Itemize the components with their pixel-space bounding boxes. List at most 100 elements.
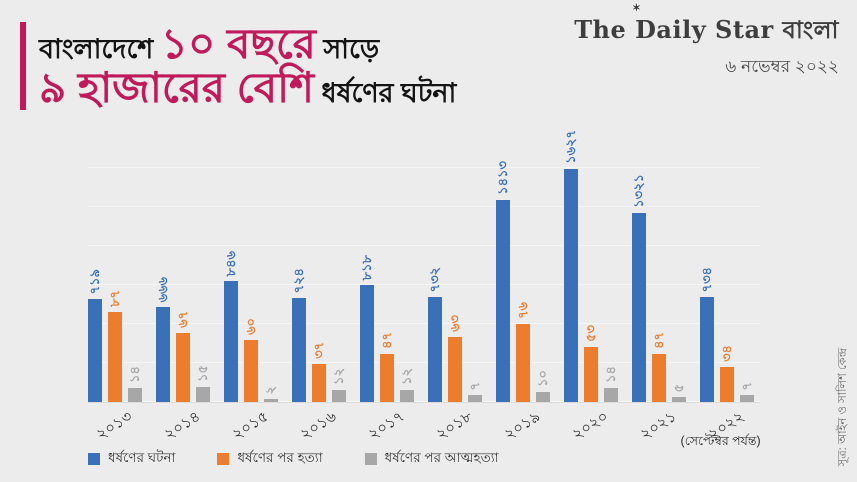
bar-cell: ২ [263,386,278,402]
bar-value-label: ৭২৪ [291,267,306,293]
x-axis-label-২০১৯: ২০১৯ [501,407,544,444]
x-axis-note: (সেপ্টেম্বর পর্যন্ত) [680,434,761,448]
bar-cell: ১৪ [127,366,142,402]
bar-value-label: ১৪ [127,366,142,383]
x-axis-label-২০১৪: ২০১৪ [161,407,204,444]
bar-২০২০-series-2 [604,388,618,402]
bar-২০১৪-series-2 [196,387,210,402]
chart-legend: ধর্ষণের ঘটনা ধর্ষণের পর হত্যা ধর্ষণের পর… [88,447,499,470]
bar-cell: ১২ [331,368,346,402]
bar-cell: ১৬২৭ [563,130,578,402]
bar-chart: ৭১৯ ৮৭ ১৪ ২০১৩ ৬৬৬ ৬৭ ১৫ ২০১৪ ৮৪৬ ৬০ ২ ২০১৫ ৭২৪ ৩৭ ১২ ২… [87,130,761,448]
bar-value-label: ৬০ [243,318,258,335]
title-text: ধর্ষণের ঘটনা [313,78,457,109]
bar-value-label: ২ [263,385,278,394]
bar-value-label: ১২ [331,368,346,385]
page-title: বাংলাদেশে ১০ বছরে সাড়ে ৯ হাজারের বেশি ধ… [20,20,456,111]
bar-২০২১-series-1 [652,354,666,402]
bar-value-label: ৪৭ [651,332,666,349]
bar-২০১৩-series-1 [108,312,122,402]
bar-value-label: ৭ [467,381,482,390]
bar-cell: ৭৩৪ [699,267,714,402]
bar-value-label: ৫ [671,383,686,392]
bar-২০১৭-series-0 [360,285,374,402]
bar-cell: ৪৭ [379,332,394,402]
bar-value-label: ৫৩ [583,325,598,342]
data-source: সূত্র: আইন ও সালিশ কেন্দ্র [837,347,849,466]
bar-cell: ১৪১৩ [495,161,510,402]
bar-২০১৩-series-2 [128,388,142,402]
bar-২০১৮-series-2 [468,395,482,402]
bar-cell: ১২ [399,368,414,402]
bar-cell: ৭৩২ [427,267,442,402]
bar-cell: ৩৪ [719,345,734,402]
x-axis-label-২০১৩: ২০১৩ [93,407,136,444]
bar-value-label: ১৪ [603,366,618,383]
title-accent-text: ৯ হাজারের বেশি [39,64,314,112]
bar-cell: ৫ [671,384,686,402]
legend-swatch-blue [88,452,100,465]
bar-value-label: ৬৩ [447,315,462,332]
bar-২০১৭-series-2 [400,390,414,402]
bar-value-label: ১০ [535,370,550,387]
bar-cell: ৭ [739,382,754,402]
legend-item-suicide-after-rape: ধর্ষণের পর আত্মহত্যা [364,447,499,470]
bar-cell: ৬০ [243,318,258,402]
bar-২০১৬-series-1 [312,364,326,402]
bar-cell: ৬৭ [175,311,190,402]
logo-suffix-text: বাংলা [773,15,839,44]
legend-item-murder-after-rape: ধর্ষণের পর হত্যা [217,447,323,470]
bar-value-label: ৭ [739,381,754,390]
bar-cell: ৮৪৬ [223,251,238,402]
bar-২০২২-series-0 [700,297,714,402]
bar-cell: ৭২৪ [291,268,306,402]
bar-value-label: ৮৭ [107,290,122,307]
bar-value-label: ৭১৯ [87,268,102,294]
legend-item-rape: ধর্ষণের ঘটনা [88,447,175,470]
legend-label: ধর্ষণের পর হত্যা [237,450,323,465]
bar-value-label: ১৬২৭ [563,130,578,164]
year-group-২০১৭: ৮১৮ ৪৭ ১২ ২০১৭ [359,255,414,443]
bar-২০২১-series-0 [632,213,646,402]
bar-২০১৮-series-0 [428,297,442,402]
bar-cell: ১৩২১ [631,174,646,402]
bar-value-label: ১৫ [195,365,210,382]
bar-cell: ৬৩ [447,315,462,402]
logo-text: The Daily Star [574,15,774,44]
bar-২০১৮-series-1 [448,337,462,402]
x-axis-label-২০১৮: ২০১৮ [433,407,476,444]
bar-২০১৪-series-1 [176,333,190,402]
year-group-২০১৮: ৭৩২ ৬৩ ৭ ২০১৮ [427,267,482,443]
year-group-২০১৫: ৮৪৬ ৬০ ২ ২০১৫ [223,251,278,443]
bar-cell: ১০ [535,370,550,402]
bar-২০১৬-series-2 [332,390,346,402]
bar-২০২১-series-2 [672,397,686,402]
bar-cell: ৭ [467,382,482,402]
x-axis-label-২০১৫: ২০১৫ [229,407,272,444]
legend-swatch-gray [364,452,377,465]
bar-cell: ৫৩ [583,325,598,402]
year-group-২০২১: ১৩২১ ৪৭ ৫ ২০২১ [631,174,686,443]
bar-২০২২-series-1 [720,367,734,402]
title-line-1: বাংলাদেশে ১০ বছরে সাড়ে [39,20,456,67]
title-text: সাড়ে [315,34,380,64]
year-group-২০১৯: ১৪১৩ ৭৬ ১০ ২০১৯ [495,161,550,443]
title-accent-text: ১০ বছরে [160,20,316,67]
bar-cell: ৭৬ [515,302,530,402]
bar-২০১৭-series-1 [380,354,394,402]
year-group-২০১৪: ৬৬৬ ৬৭ ১৫ ২০১৪ [155,277,210,443]
legend-label: ধর্ষণের পর আত্মহত্যা [384,450,499,465]
star-icon: ✶ [632,3,642,14]
bar-cell: ৮৭ [107,290,122,402]
bar-২০১৪-series-0 [156,307,170,402]
masthead: ✶ The Daily Star বাংলা ৬ নভেম্বর ২০২২ [574,3,839,82]
bar-২০১৯-series-0 [496,200,510,402]
bar-cell: ৬৬৬ [155,277,170,402]
title-line-2: ৯ হাজারের বেশি ধর্ষণের ঘটনা [39,66,456,110]
bar-২০২২-series-2 [740,395,754,402]
bar-cell: ১৫ [195,365,210,402]
bar-২০১৩-series-0 [88,299,102,402]
year-group-২০২২: ৭৩৪ ৩৪ ৭ ২০২২ (সেপ্টেম্বর পর্যন্ত) [681,267,761,448]
newspaper-logo: ✶ The Daily Star বাংলা [574,3,839,52]
bar-২০১৬-series-0 [292,298,306,402]
